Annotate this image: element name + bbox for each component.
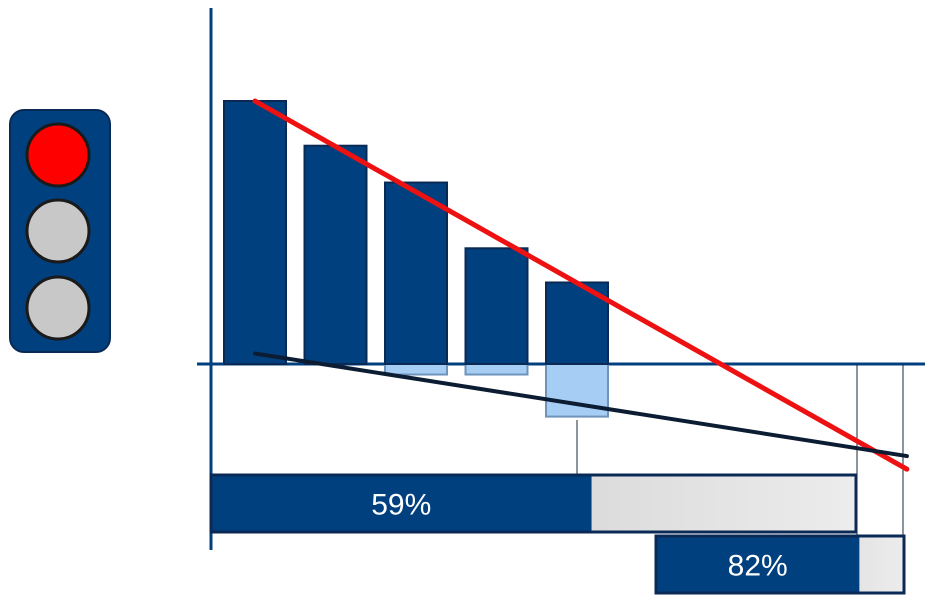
traffic-light-lamp-green [25,275,91,341]
bar [303,144,368,365]
progress-fill [211,475,592,532]
progress-bar: 59% [209,473,858,534]
bar [223,100,287,365]
progress-border [209,473,858,534]
progress-border [654,534,906,595]
progress-bar: 82% [654,534,906,595]
trend-line-dark [253,351,909,459]
progress-fill [656,536,860,593]
progress-label: 82% [728,550,788,583]
bar-negative [464,363,529,376]
bar [384,181,448,365]
bar [464,247,529,365]
traffic-light-lamp-red [25,122,91,188]
progress-label: 59% [371,489,431,522]
bar-negative [384,363,448,376]
trend-line-red [252,98,910,472]
traffic-light-icon [9,109,111,353]
traffic-light-lamp-yellow [25,198,91,264]
